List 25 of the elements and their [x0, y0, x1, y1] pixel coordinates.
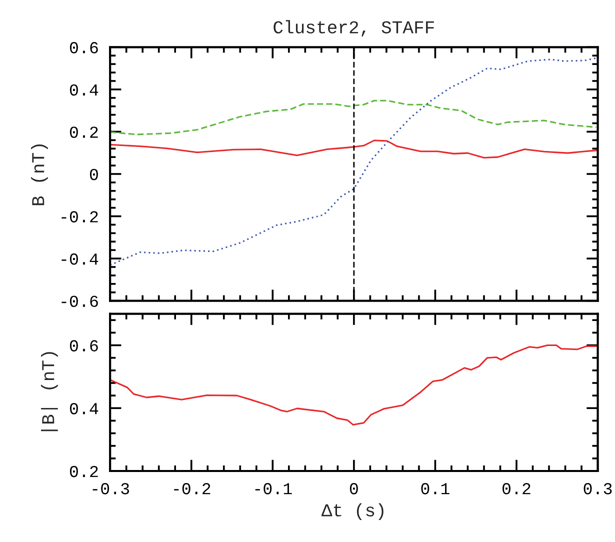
x-tick-label: 0.3 [584, 483, 612, 494]
line-series [110, 140, 598, 158]
y-tick-label: 0.4 [70, 84, 98, 96]
line-series [110, 100, 597, 136]
y-tick-label: -0.4 [62, 253, 98, 265]
x-axis-title: Δt (s) [322, 503, 384, 520]
y-axis-title: |B| (nT) [41, 352, 58, 432]
x-tick-label: 0.2 [502, 483, 530, 494]
y-tick-label: 0 [90, 168, 98, 180]
x-tick-label: 0.1 [421, 483, 450, 494]
y-tick-label: -0.6 [62, 296, 98, 308]
x-tick-label: 0 [350, 483, 358, 494]
y-tick-label: -0.2 [62, 211, 98, 222]
line-series [110, 344, 598, 426]
x-tick-label: -0.2 [174, 483, 210, 494]
chart-title: Cluster2, STAFF [274, 20, 434, 36]
y-tick-label: 0.6 [70, 42, 98, 54]
x-tick-label: -0.1 [255, 483, 292, 494]
y-tick-label: 0.6 [70, 340, 98, 352]
y-axis-title: B (nT) [31, 144, 48, 206]
x-tick-label: -0.3 [92, 483, 130, 494]
y-tick-label: 0.4 [70, 403, 98, 414]
y-tick-label: 0.2 [70, 466, 98, 478]
line-series [110, 56, 598, 266]
y-tick-label: 0.2 [70, 126, 98, 138]
